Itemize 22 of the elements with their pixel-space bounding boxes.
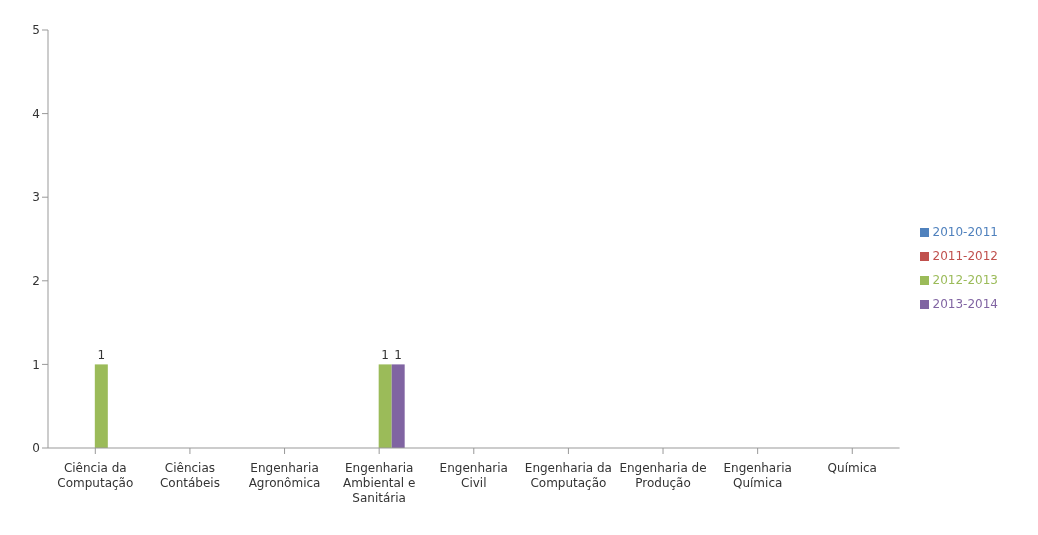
legend-label: 2011-2012 [932, 249, 998, 263]
legend-label: 2012-2013 [932, 273, 998, 287]
y-tick-label: 0 [32, 441, 40, 456]
x-tick-label: Engenharia Química [723, 461, 792, 490]
x-tick-label: Engenharia Agronômica [248, 461, 321, 490]
data-label: 1 [394, 348, 402, 363]
y-tick-label: 5 [32, 23, 40, 38]
y-tick-label: 2 [32, 274, 40, 289]
x-tick-label: Engenharia de Produção [619, 461, 707, 490]
y-tick-label: 4 [32, 106, 40, 121]
legend-label: 2013-2014 [932, 297, 998, 311]
x-tick-label: Engenharia Civil [439, 461, 508, 490]
y-tick-label: 3 [32, 190, 40, 205]
x-tick-label: Química [827, 461, 877, 475]
x-tick-label: Ciências Contábeis [159, 461, 220, 490]
y-tick-label: 1 [32, 357, 40, 372]
x-tick-label: Engenharia Ambiental e Sanitária [342, 461, 416, 505]
data-label: 1 [381, 348, 389, 363]
legend-label: 2010-2011 [932, 225, 998, 239]
x-tick-label: Ciência da Computação [57, 461, 134, 490]
x-tick-label: Engenharia da Computação [524, 461, 612, 490]
data-label: 1 [97, 348, 106, 363]
